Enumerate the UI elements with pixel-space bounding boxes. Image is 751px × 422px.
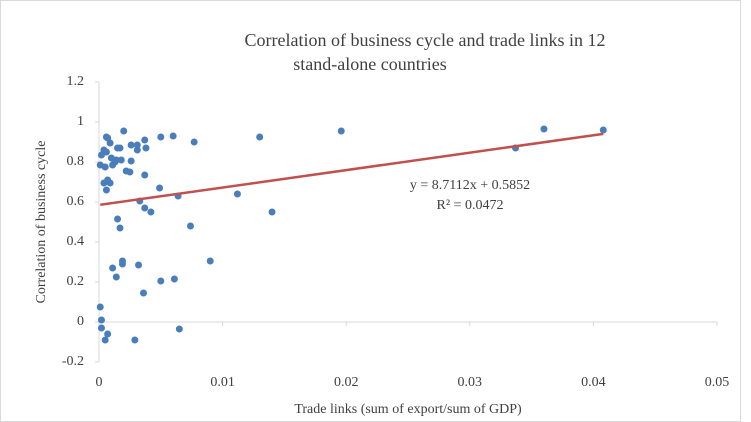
data-point: [101, 336, 109, 344]
data-point: [141, 136, 149, 144]
y-tick-label: -0.2: [62, 354, 84, 369]
data-point: [599, 126, 607, 134]
trendline-r-squared: R² = 0.0472: [437, 198, 504, 213]
data-point: [114, 215, 122, 223]
x-tick-label: 0.01: [210, 375, 235, 390]
data-point: [175, 325, 183, 333]
data-point: [117, 156, 125, 164]
data-point: [127, 141, 135, 149]
data-point: [112, 273, 120, 281]
data-point: [126, 168, 134, 176]
x-tick-label: 0: [96, 375, 103, 390]
chart-title: stand-alone countries: [293, 54, 446, 74]
trendline-equation: y = 8.7112x + 0.5852: [410, 178, 530, 193]
data-point: [101, 163, 109, 171]
y-tick-label: 1.2: [67, 74, 85, 89]
data-point: [156, 184, 164, 192]
data-point: [540, 125, 548, 133]
y-tick-label: 0.6: [67, 194, 85, 209]
data-point: [97, 324, 105, 332]
data-point: [97, 316, 105, 324]
y-tick-label: 1: [77, 114, 84, 129]
data-point: [133, 146, 141, 154]
data-point: [157, 277, 165, 285]
data-point: [170, 275, 178, 283]
y-axis-label: Correlation of business cycle: [34, 141, 49, 304]
data-point: [102, 186, 110, 194]
data-point: [116, 224, 124, 232]
data-point: [233, 190, 241, 198]
data-point: [109, 264, 117, 272]
data-point: [186, 222, 194, 230]
y-tick-label: 0.2: [67, 274, 85, 289]
x-tick-label: 0.04: [581, 375, 606, 390]
data-point: [337, 127, 345, 135]
x-tick-label: 0.02: [334, 375, 359, 390]
x-tick-label: 0.05: [705, 375, 730, 390]
y-tick-label: 0.8: [67, 154, 85, 169]
data-point: [127, 157, 135, 165]
data-point: [106, 139, 114, 147]
data-point: [256, 133, 264, 141]
data-point: [169, 132, 177, 140]
data-point: [106, 179, 114, 187]
data-point: [120, 127, 128, 135]
data-point: [133, 141, 141, 149]
x-axis-label: Trade links (sum of export/sum of GDP): [294, 402, 522, 417]
y-tick-label: 0.4: [67, 234, 85, 249]
data-point: [118, 260, 126, 268]
trendline: [100, 132, 604, 207]
data-point: [131, 336, 139, 344]
data-point: [139, 289, 147, 297]
data-point: [141, 204, 149, 212]
data-point: [157, 133, 165, 141]
data-point: [147, 208, 155, 216]
data-point: [190, 138, 198, 146]
data-point: [116, 144, 124, 152]
data-point: [135, 261, 143, 269]
data-point: [112, 156, 120, 164]
data-point: [206, 257, 214, 265]
data-point: [141, 171, 149, 179]
data-point: [100, 179, 108, 187]
y-tick-label: 0: [77, 314, 84, 329]
data-point: [96, 303, 104, 311]
data-point: [268, 208, 276, 216]
data-point: [102, 148, 110, 156]
data-point: [104, 330, 112, 338]
x-tick-label: 0.03: [458, 375, 483, 390]
data-point: [142, 144, 150, 152]
chart-title: Correlation of business cycle and trade …: [245, 30, 606, 50]
